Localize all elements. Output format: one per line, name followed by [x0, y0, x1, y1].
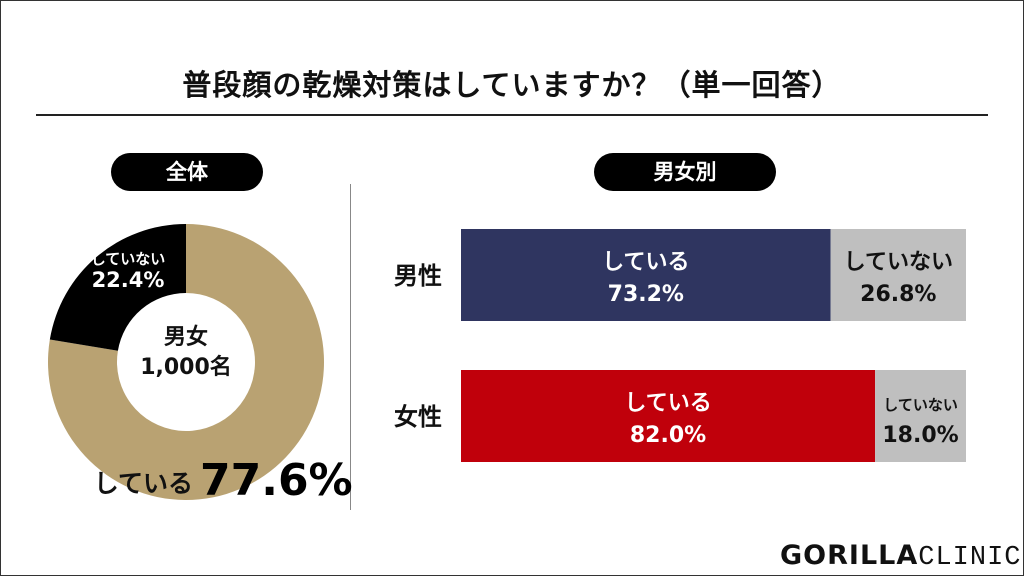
logo-part2: CLINIC	[918, 543, 1022, 573]
donut-center-count: 1,000名	[140, 354, 232, 380]
donut-slice-1	[49, 224, 186, 351]
slice-label-not: していない	[91, 250, 166, 268]
bar-series-label: している	[602, 250, 689, 275]
panel-label-overall: 全体	[111, 153, 263, 191]
bar-series-label: している	[624, 391, 711, 416]
bar-segment	[461, 229, 831, 321]
logo: GORILLACLINIC	[780, 540, 1021, 573]
bar-segment	[461, 370, 876, 462]
bar-segment	[830, 229, 966, 321]
panel-label-gender: 男女別	[594, 153, 776, 191]
donut-center-label: 男女	[164, 324, 208, 350]
donut-slice-0	[47, 224, 324, 501]
title-rule	[36, 114, 988, 116]
panel-divider	[350, 184, 351, 510]
bar-value-label: 18.0%	[882, 423, 958, 448]
bar-series-label: していない	[844, 250, 953, 275]
slice-value-doing: 77.6%	[200, 455, 353, 506]
slice-label-doing: している	[94, 469, 193, 498]
category-label: 男性	[394, 262, 442, 290]
category-label: 女性	[394, 403, 442, 431]
bar-series-label: していない	[883, 396, 958, 414]
bar-value-label: 73.2%	[608, 282, 684, 307]
chart-title: 普段顔の乾燥対策はしていますか？（単一回答）	[182, 68, 842, 102]
bar-segment	[875, 370, 966, 462]
logo-part1: GORILLA	[780, 540, 919, 571]
slice-value-not: 22.4%	[92, 268, 165, 292]
bar-value-label: 82.0%	[630, 423, 706, 448]
bar-value-label: 26.8%	[860, 282, 936, 307]
